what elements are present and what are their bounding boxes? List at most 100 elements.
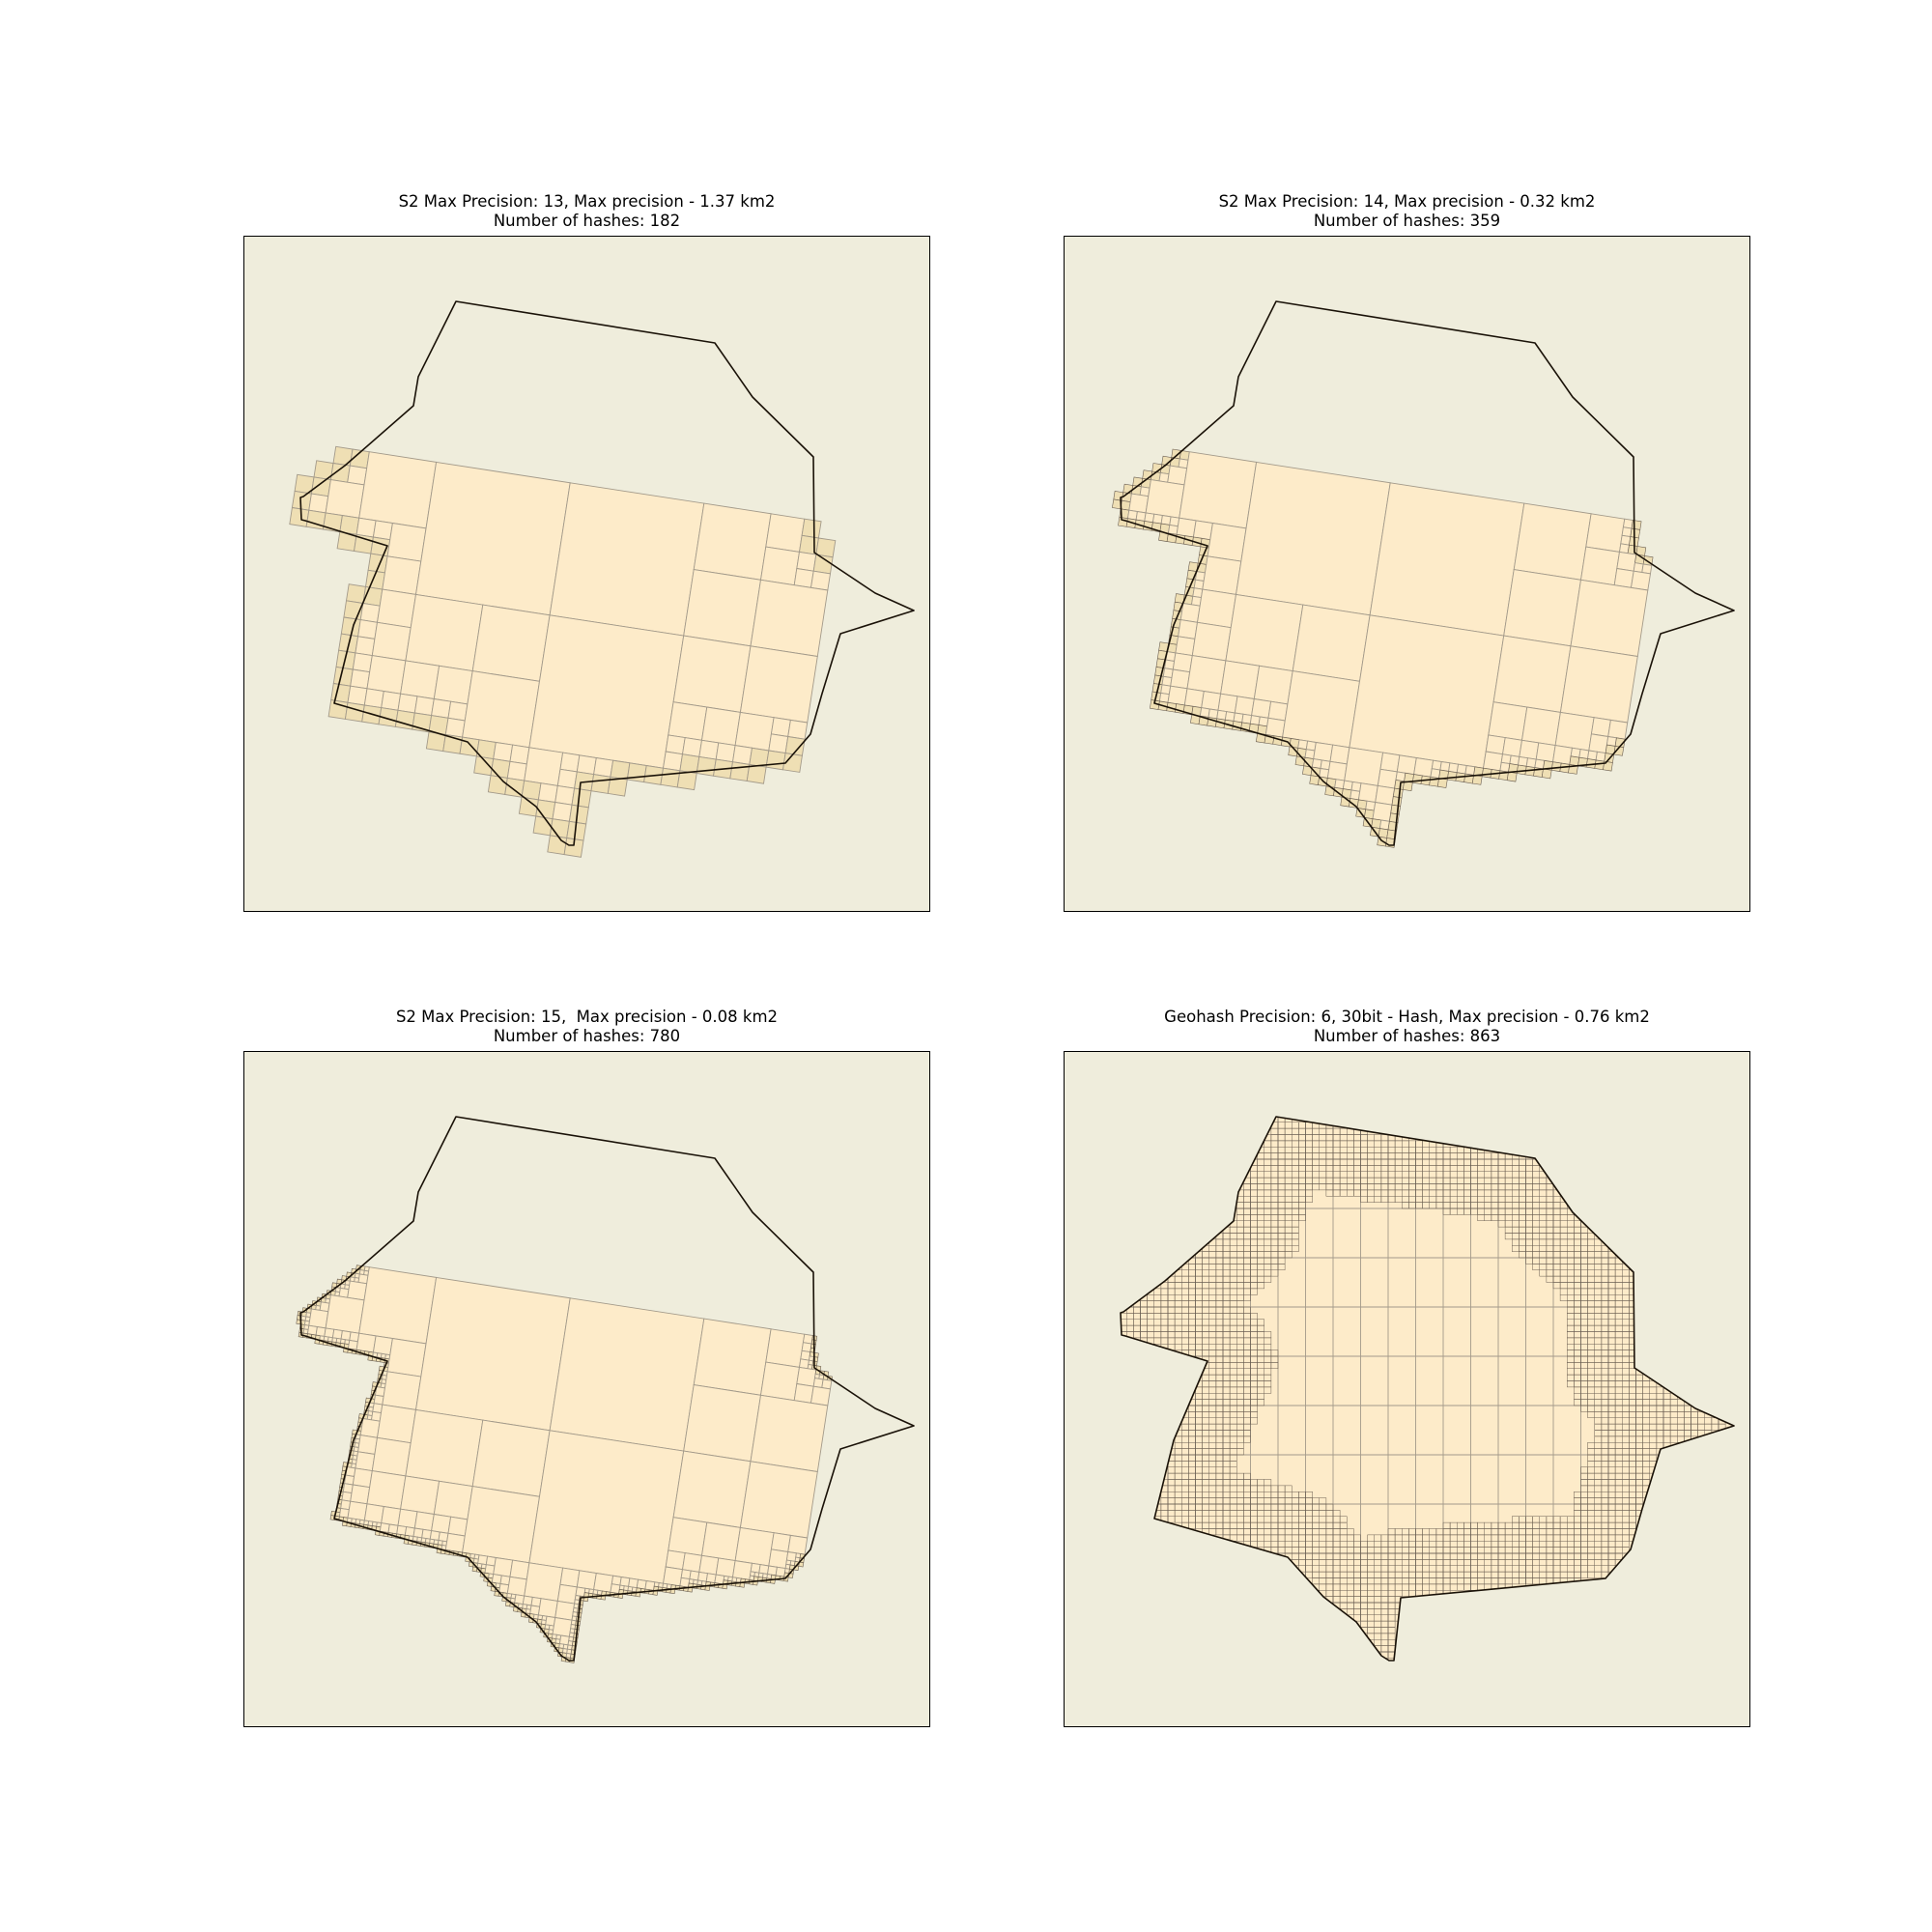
s2-cell [1579,546,1621,586]
panel-title-line1: S2 Max Precision: 14, Max precision - 0.… [1218,192,1596,211]
s2-cell [1499,761,1511,773]
s2-cell [698,1554,720,1576]
s2-cell [397,1508,418,1529]
s2-cell [812,554,834,575]
geohash-fine-cell [1250,1288,1258,1295]
s2-cell [1503,569,1582,647]
s2-cell [559,752,581,773]
s2-cell [739,1461,818,1539]
s2-cell [433,1480,473,1520]
s2-cell [376,588,417,629]
s2-cell [660,767,681,788]
s2-cell [1324,785,1336,797]
s2-cell [308,493,329,514]
s2-cell [1519,739,1540,760]
s2-cell [1631,520,1642,530]
s2-cell [524,1562,564,1602]
s2-cell [1349,614,1505,769]
s2-cell [332,445,354,467]
s2-cell [770,1532,791,1553]
s2-cell [537,782,558,804]
s2-cell [1379,752,1401,773]
s2-cell [672,635,752,713]
s2-cell [1292,604,1371,682]
geohash-fine-cell [1264,1275,1272,1283]
s2-cell [679,1577,691,1588]
s2-cell [571,787,592,809]
s2-cell [347,685,368,706]
panel-title: S2 Max Precision: 15, Max precision - 0.… [243,1008,930,1050]
s2-cell [1485,734,1506,755]
s2-cell [1446,771,1458,781]
panel-s2-13: S2 Max Precision: 13, Max precision - 1.… [243,192,930,912]
s2-cell [1520,706,1561,747]
s2-cell [344,701,365,723]
s2-cell [768,1548,789,1570]
s2-cell [1534,758,1546,770]
s2-cell [549,482,705,637]
s2-cell [1201,690,1222,711]
s2-cell [325,1294,365,1334]
s2-cell [357,619,379,639]
s2-cell [394,709,415,730]
s2-cell [1170,668,1191,690]
s2-cell [490,758,511,779]
s2-cell [371,621,412,662]
s2-cell [1191,621,1232,662]
s2-cell [693,502,772,581]
s2-cell [1630,527,1641,539]
s2-cell [796,551,817,572]
s2-cell [381,690,402,711]
s2-cell [1202,555,1242,595]
s2-cell [1613,567,1634,588]
s2-cell [1471,775,1483,785]
s2-cell [431,697,452,719]
panel-title: S2 Max Precision: 14, Max precision - 0.… [1064,192,1750,235]
s2-cell [1220,660,1261,700]
panel-s2-14: S2 Max Precision: 14, Max precision - 0.… [1064,192,1750,912]
s2-cell [1535,742,1556,763]
s2-cell [715,742,736,763]
panel-title-line1: S2 Max Precision: 13, Max precision - 1.… [398,192,776,211]
s2-cell [528,1430,685,1584]
s2-cell [1186,655,1227,695]
s2-cell [549,1297,705,1452]
s2-cell [1378,828,1389,838]
s2-cell [447,700,469,722]
s2-cell [556,768,578,789]
s2-cell [1411,774,1423,784]
s2-cell [672,1450,752,1528]
geohash-fine-cell [1257,1282,1264,1290]
polygon-outline [299,1116,915,1662]
s2-cell [1207,522,1247,562]
s2-cell [397,693,418,714]
s2-cell [1541,768,1552,780]
s2-cell [471,1419,551,1497]
s2-cell [493,741,514,762]
s2-cell [775,1566,786,1577]
s2-cell [1554,711,1595,752]
s2-cell [1128,493,1150,514]
s2-cell [665,1549,686,1571]
panel-title-line2: Number of hashes: 780 [493,1027,681,1045]
s2-cell [1264,717,1286,738]
s2-cell [1396,754,1417,776]
s2-cell [610,759,631,781]
s2-cell [731,1560,753,1580]
s2-cell [662,751,684,772]
panel-title-line2: Number of hashes: 359 [1313,212,1501,230]
s2-cell [366,655,407,695]
s2-cell [547,835,568,856]
s2-cell [798,534,819,555]
s2-cell [372,1335,393,1356]
s2-cell [734,1526,775,1567]
s2-cell [413,696,435,717]
panel-title-line1: S2 Max Precision: 15, Max precision - 0.… [395,1008,779,1026]
s2-cell [1234,696,1255,717]
panel-title-line2: Number of hashes: 863 [1313,1027,1501,1045]
map-axes [1064,236,1750,912]
s2-cell [1196,588,1237,629]
s2-cell [291,490,312,511]
s2-cell [693,1318,772,1396]
s2-cell [1585,513,1626,553]
